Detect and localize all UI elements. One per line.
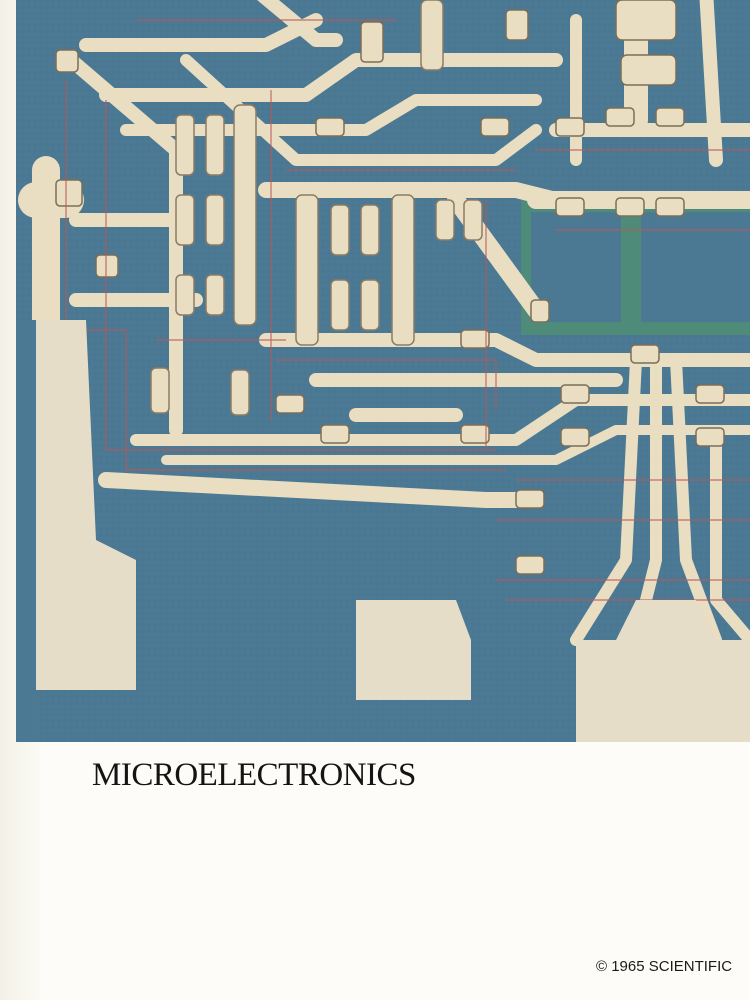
article-title: MICROELECTRONICS (92, 757, 416, 793)
circuit-illustration (16, 0, 750, 742)
circuit-photograph (16, 0, 750, 742)
copyright-notice: © 1965 SCIENTIFIC (596, 958, 733, 975)
